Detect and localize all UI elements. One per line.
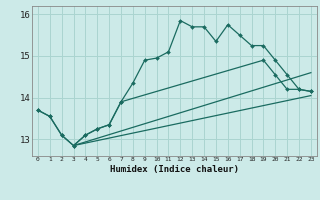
X-axis label: Humidex (Indice chaleur): Humidex (Indice chaleur)	[110, 165, 239, 174]
